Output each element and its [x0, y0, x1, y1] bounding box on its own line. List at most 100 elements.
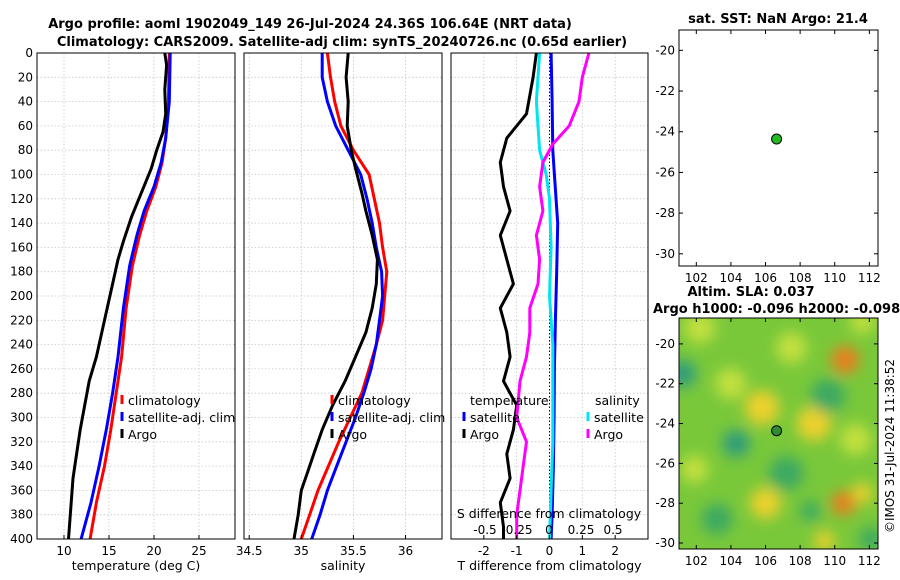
- map-y-tick-label: -20: [655, 43, 675, 57]
- legend-label: Argo: [470, 427, 499, 442]
- argo-location-marker: [771, 425, 783, 437]
- heatmap-anomaly-blob: [749, 487, 782, 519]
- series-line-argo: [67, 52, 169, 540]
- secondary-tick-label: 0.25: [568, 523, 595, 537]
- x-axis-label: T difference from climatology: [456, 558, 642, 573]
- argo-location-marker: [771, 133, 783, 145]
- x-tick-label: 1: [579, 544, 587, 558]
- y-tick-label: 100: [10, 168, 33, 182]
- x-tick-label: 0: [546, 544, 554, 558]
- map-x-tick-label: 104: [719, 271, 742, 285]
- map-x-tick-label: 106: [754, 554, 777, 568]
- secondary-tick-label: 0.5: [603, 523, 622, 537]
- heatmap-anomaly-blob: [744, 390, 780, 425]
- x-tick-label: 2: [611, 544, 619, 558]
- map-y-tick-label: -22: [655, 377, 675, 391]
- x-axis-label: temperature (deg C): [72, 558, 201, 573]
- heatmap-anomaly-blob: [810, 378, 846, 413]
- x-axis-label: salinity: [321, 558, 366, 573]
- y-tick-label: 140: [10, 216, 33, 230]
- y-tick-label: 280: [10, 386, 33, 400]
- y-tick-label: 40: [18, 95, 33, 109]
- legend-label: Argo: [594, 427, 623, 442]
- heatmap-anomaly-blob: [850, 318, 875, 335]
- heatmap-anomaly-blob: [800, 500, 821, 522]
- x-tick-label: 15: [101, 544, 116, 558]
- sla-map-panel: Altim. SLA: 0.037 Argo h1000: -0.096 h200…: [653, 285, 900, 568]
- series-line-salinity-argo: [515, 52, 591, 539]
- sst-map-title: sat. SST: NaN Argo: 21.4: [688, 12, 868, 27]
- legend-label: satellite: [470, 410, 520, 425]
- map-x-tick-label: 102: [685, 554, 708, 568]
- series-line-temperature-argo: [498, 52, 538, 539]
- y-tick-label: 240: [10, 338, 33, 352]
- map-x-tick-label: 110: [823, 554, 846, 568]
- y-tick-label: 340: [10, 459, 33, 473]
- series-line-salinity-satellite: [534, 52, 555, 540]
- map-frame: [678, 317, 879, 550]
- y-tick-label: 0: [25, 46, 33, 60]
- x-tick-label: 25: [191, 544, 206, 558]
- salinity-panel: 34.5 35 35.5 36 salinity climatology satellite…: [236, 52, 445, 573]
- series-line-satellite-adj-clim: [79, 52, 172, 540]
- y-tick-label: 160: [10, 240, 33, 254]
- y-tick-label: 200: [10, 289, 33, 303]
- y-tick-label: 300: [10, 411, 33, 425]
- map-x-tick-label: 110: [823, 271, 846, 285]
- map-frame: [678, 29, 879, 267]
- legend-label: climatology: [338, 393, 411, 408]
- map-y-tick-label: -26: [655, 165, 675, 179]
- heatmap-anomaly-blob: [680, 455, 709, 484]
- map-x-tick-label: 104: [719, 554, 742, 568]
- x-tick-label: -1: [511, 544, 523, 558]
- heatmap-anomaly-blob: [858, 526, 878, 549]
- difference-panel: -2 -1 0 1 2T difference from climatology temp…: [450, 52, 649, 573]
- y-tick-label: 220: [10, 313, 33, 327]
- heatmap-anomaly-blob: [796, 406, 832, 441]
- axes-frame: [36, 52, 236, 540]
- secondary-tick-label: 0: [545, 523, 553, 537]
- x-tick-label: 35: [294, 544, 309, 558]
- y-tick-label: 120: [10, 192, 33, 206]
- y-tick-label: 400: [10, 532, 33, 546]
- y-tick-label: 360: [10, 483, 33, 497]
- series-line-climatology: [299, 52, 389, 540]
- legend-title-salinity: salinity: [595, 393, 640, 408]
- heatmap-anomaly-blob: [684, 318, 716, 344]
- map-y-tick-label: -26: [655, 456, 675, 470]
- map-y-tick-label: -30: [655, 536, 675, 550]
- map-x-tick-label: 102: [685, 271, 708, 285]
- sla-map-subtitle: Argo h1000: -0.096 h2000: -0.098: [653, 302, 900, 317]
- grid-lines: [451, 52, 648, 540]
- map-y-tick-label: -24: [655, 417, 675, 431]
- sst-map-panel: sat. SST: NaN Argo: 21.4 102 104 106 108 110 1…: [655, 12, 880, 285]
- map-x-tick-label: 108: [789, 554, 812, 568]
- map-x-tick-label: 112: [858, 271, 881, 285]
- x-tick-label: 34.5: [236, 544, 263, 558]
- heatmap-field: [679, 318, 878, 549]
- map-y-tick-label: -28: [655, 206, 675, 220]
- map-x-tick-label: 106: [754, 271, 777, 285]
- series-line-argo: [292, 52, 379, 540]
- figure-title-line1: Argo profile: aoml 1902049_149 26-Jul-20…: [48, 17, 572, 32]
- legend-label: Argo: [338, 427, 367, 442]
- y-tick-label: 20: [18, 70, 33, 84]
- heatmap-anomaly-blob: [775, 332, 808, 364]
- map-x-tick-label: 108: [789, 271, 812, 285]
- figure-title-line2: Climatology: CARS2009. Satellite-adj cli…: [57, 35, 627, 50]
- heatmap-anomaly-blob: [831, 345, 859, 374]
- heatmap-anomaly-blob: [768, 456, 804, 491]
- secondary-tick-label: -0.25: [501, 523, 532, 537]
- legend-label: Argo: [128, 427, 157, 442]
- copyright-stamp: ©IMOS 31-Jul-2024 11:38:52: [883, 359, 897, 533]
- secondary-tick-label: -0.5: [473, 523, 496, 537]
- y-tick-label: 180: [10, 265, 33, 279]
- heatmap-anomaly-blob: [679, 359, 697, 388]
- y-tick-label: 320: [10, 435, 33, 449]
- legend-label: satellite-adj. clim: [338, 410, 445, 425]
- legend-label: climatology: [128, 393, 201, 408]
- x-tick-label: 20: [146, 544, 161, 558]
- map-y-tick-label: -28: [655, 496, 675, 510]
- map-y-tick-label: -20: [655, 337, 675, 351]
